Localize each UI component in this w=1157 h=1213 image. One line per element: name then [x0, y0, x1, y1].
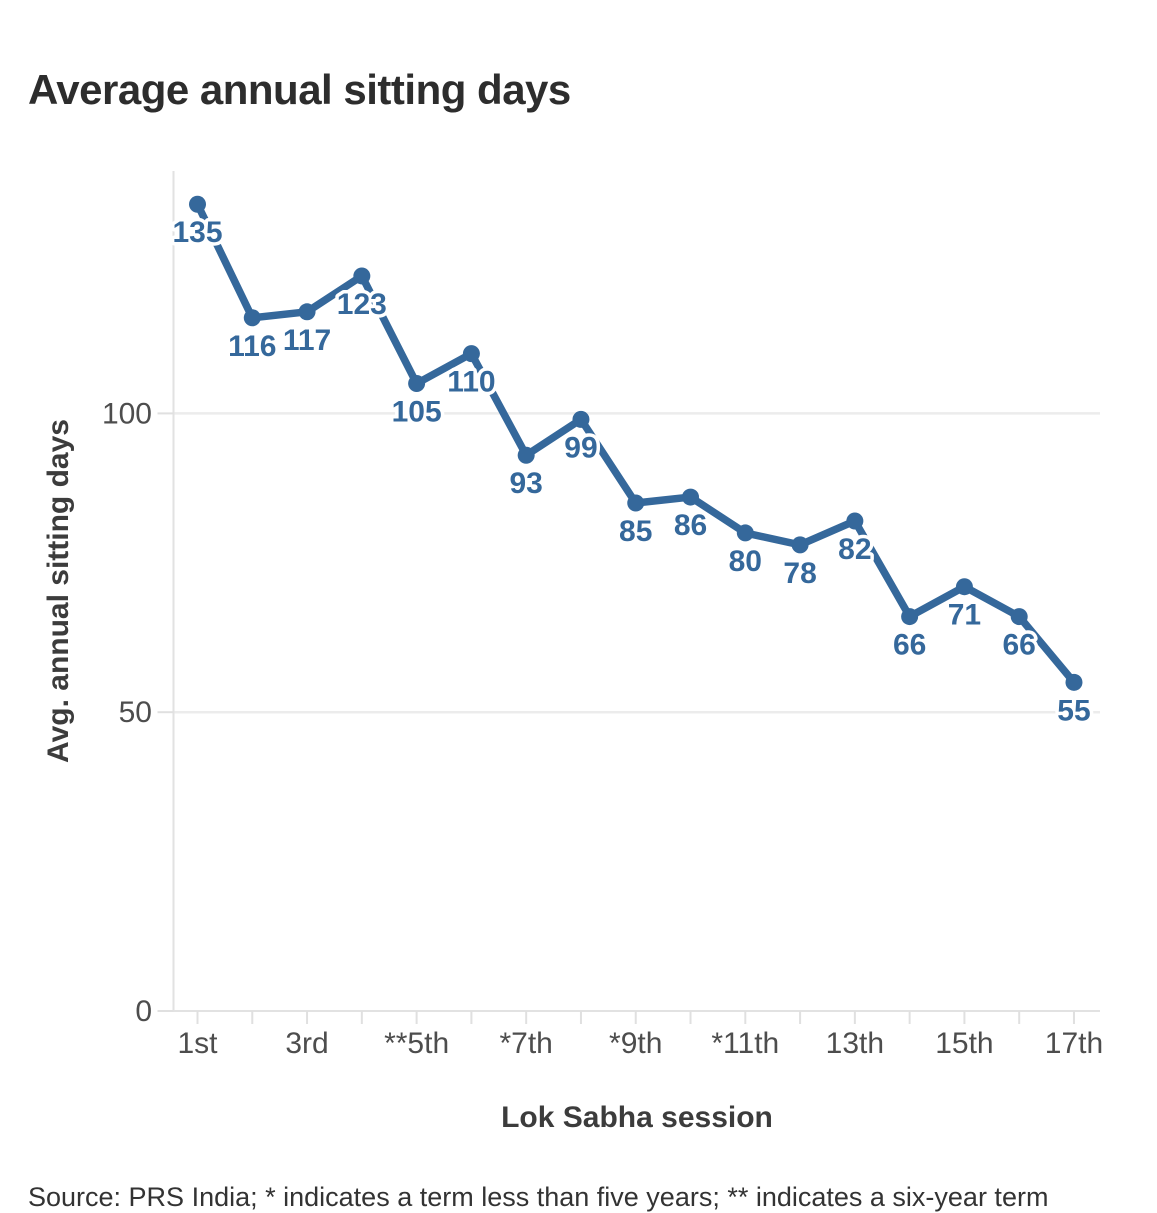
gridlines [173, 412, 1100, 714]
x-tick-label: 1st [177, 1027, 218, 1060]
data-point-label: 71 [948, 599, 981, 632]
x-tick-label: 17th [1045, 1027, 1103, 1060]
y-tick-label: 0 [135, 995, 152, 1028]
data-point-label: 117 [283, 324, 331, 357]
x-tick-label: *11th [711, 1027, 779, 1060]
data-point-label: 99 [564, 431, 597, 464]
data-point-marker [298, 303, 316, 321]
data-point-marker [189, 195, 206, 213]
data-point-marker [1065, 673, 1083, 691]
data-point-markers [189, 195, 1083, 691]
data-point-marker [627, 494, 645, 512]
axis-lines [172, 171, 1100, 1012]
x-tick-label: *9th [609, 1027, 662, 1060]
data-point-label: 80 [729, 545, 762, 578]
x-axis-title: Lok Sabha session [501, 1101, 773, 1134]
data-point-label: 78 [783, 557, 816, 590]
data-point-marker [791, 536, 809, 554]
data-point-marker [1010, 608, 1028, 626]
data-point-label: 82 [838, 533, 871, 566]
chart-title: Average annual sitting days [28, 66, 571, 113]
data-point-marker [682, 488, 700, 506]
data-point-marker [517, 446, 535, 464]
tick-marks [157, 412, 1075, 1024]
y-tick-labels: 0 50 100 [102, 397, 152, 1028]
data-point-marker [353, 267, 371, 285]
y-axis-title: Avg. annual sitting days [42, 419, 75, 763]
x-tick-label: 15th [935, 1027, 993, 1060]
data-point-label: 66 [1003, 629, 1036, 662]
data-point-marker [901, 608, 919, 626]
data-point-label: 116 [228, 330, 276, 363]
data-point-marker [955, 578, 973, 596]
data-point-label: 105 [392, 396, 442, 429]
x-tick-labels: 1st 3rd **5th *7th *9th *11th 13th 15th 17th [177, 1027, 1103, 1060]
data-point-marker [572, 410, 590, 428]
y-tick-label: 100 [102, 397, 152, 430]
data-point-label: 135 [172, 216, 222, 249]
source-footnote: Source: PRS India; * indicates a term le… [28, 1182, 1049, 1212]
data-point-marker [846, 512, 864, 530]
data-point-marker [462, 345, 480, 363]
data-point-marker [408, 375, 426, 393]
data-series-line [193, 200, 1078, 687]
data-point-label: 66 [893, 629, 926, 662]
data-point-label: 123 [337, 288, 387, 321]
x-tick-label: **5th [384, 1027, 449, 1060]
data-point-label: 86 [674, 509, 707, 542]
data-point-marker [243, 309, 261, 327]
data-point-label: 85 [619, 515, 652, 548]
x-tick-label: 13th [826, 1027, 884, 1060]
data-point-label: 55 [1057, 694, 1090, 727]
y-tick-label: 50 [119, 696, 152, 729]
data-point-label: 93 [509, 467, 542, 500]
x-tick-label: *7th [499, 1027, 552, 1060]
data-point-label: 110 [447, 366, 495, 399]
data-point-marker [736, 524, 754, 542]
x-tick-label: 3rd [285, 1027, 328, 1060]
series-line [193, 200, 1078, 687]
